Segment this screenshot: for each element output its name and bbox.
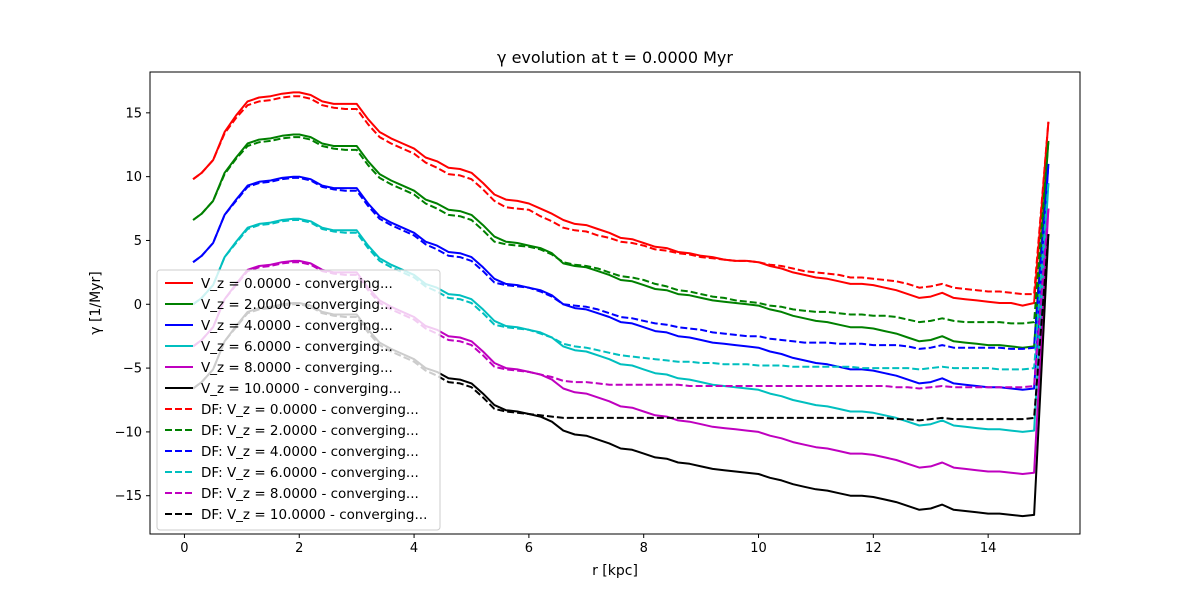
legend-label: DF: V_z = 2.0000 - converging...	[201, 423, 419, 439]
legend-box	[156, 269, 441, 531]
series-line-11	[192, 208, 1050, 390]
y-tick-label: 0	[134, 298, 142, 313]
series-line-10	[192, 182, 1050, 371]
series-line-3	[192, 163, 1050, 391]
y-tick-label: 15	[125, 106, 142, 121]
axes-frame	[149, 71, 1081, 535]
y-tick-label: −5	[123, 362, 142, 377]
legend-label: DF: V_z = 0.0000 - converging...	[201, 402, 419, 418]
legend-label: V_z = 2.0000 - converging...	[201, 297, 393, 313]
series-line-9	[192, 163, 1050, 350]
y-tick-label: −15	[115, 489, 142, 504]
x-tick-label: 8	[640, 541, 648, 556]
series-line-2	[192, 133, 1050, 349]
series-line-8	[192, 136, 1050, 325]
series-line-7	[192, 95, 1050, 296]
x-tick-label: 12	[865, 541, 882, 556]
legend-label: DF: V_z = 6.0000 - converging...	[201, 465, 419, 481]
legend-label: V_z = 6.0000 - converging...	[201, 339, 393, 355]
x-tick-label: 2	[295, 541, 303, 556]
x-tick-label: 10	[750, 541, 767, 556]
legend: V_z = 0.0000 - converging... V_z = 2.0000…	[156, 269, 441, 531]
legend-label: V_z = 4.0000 - converging...	[201, 318, 393, 334]
series-line-12	[192, 234, 1050, 422]
legend-label: DF: V_z = 8.0000 - converging...	[201, 486, 419, 502]
y-tick-label: −10	[115, 425, 142, 440]
x-tick-label: 6	[525, 541, 533, 556]
legend-label: V_z = 10.0000 - converging...	[201, 381, 401, 397]
series-line-1	[192, 91, 1050, 307]
legend-label: DF: V_z = 10.0000 - converging...	[201, 507, 427, 523]
y-axis-title: γ [1/Myr]	[88, 271, 104, 334]
legend-label: V_z = 0.0000 - converging...	[201, 276, 393, 292]
y-tick-label: 10	[125, 170, 142, 185]
x-tick-label: 4	[410, 541, 418, 556]
x-tick-label: 14	[980, 541, 997, 556]
y-tick-label: 5	[134, 234, 142, 249]
legend-label: DF: V_z = 4.0000 - converging...	[201, 444, 419, 460]
x-tick-label: 0	[180, 541, 188, 556]
x-axis-title: r [kpc]	[592, 563, 638, 579]
ticks-layer: 0 2 4 6 8 10 12 14 −15 −10 −5 0 5 10 15	[115, 106, 997, 556]
series-layer	[192, 91, 1050, 518]
chart-title: γ evolution at t = 0.0000 Myr	[497, 48, 733, 67]
legend-label: V_z = 8.0000 - converging...	[201, 360, 393, 376]
